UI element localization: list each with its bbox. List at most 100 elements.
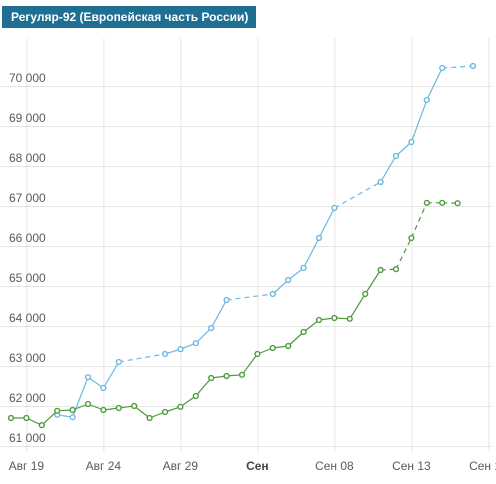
series-lines xyxy=(7,62,477,429)
series-1-segment xyxy=(195,377,212,397)
x-axis-labels: Авг 19 Авг 24 Авг 29 Сен Сен 08 Сен 13 Сен 18 xyxy=(9,459,496,473)
x-tick-label: Авг 29 xyxy=(163,459,199,473)
series-0-point[interactable] xyxy=(223,296,230,304)
series-1-point[interactable] xyxy=(362,290,369,298)
series-0-point[interactable] xyxy=(408,138,415,146)
series-1-segment xyxy=(395,237,412,270)
series-0-point[interactable] xyxy=(84,374,92,381)
y-tick-label: 62 000 xyxy=(9,391,46,405)
chart-title: Регуляр-92 (Европейская часть России) xyxy=(2,6,257,28)
series-1-point[interactable] xyxy=(223,372,230,380)
series-1-segment xyxy=(349,293,366,320)
series-1-point[interactable] xyxy=(238,371,246,378)
series-0-segment xyxy=(426,67,443,101)
series-1-point[interactable] xyxy=(331,314,338,322)
series-0-segment xyxy=(334,181,381,209)
series-1-segment xyxy=(41,410,58,426)
x-tick-label: Сен 18 xyxy=(469,459,496,473)
series-1-point[interactable] xyxy=(315,316,323,324)
series-1-point[interactable] xyxy=(84,400,92,408)
series-1-point[interactable] xyxy=(54,407,61,414)
series-1-segment xyxy=(180,395,197,408)
series-0-point[interactable] xyxy=(115,358,122,366)
series-1-point[interactable] xyxy=(408,234,415,242)
y-tick-label: 69 000 xyxy=(9,111,46,125)
series-1-segment xyxy=(410,202,428,239)
series-0-point[interactable] xyxy=(300,264,307,272)
series-1-point[interactable] xyxy=(7,414,15,422)
series-0-segment xyxy=(195,327,212,344)
series-1-segment xyxy=(364,269,382,295)
series-0-point[interactable] xyxy=(285,276,292,284)
x-tick-label: Сен 13 xyxy=(392,459,431,473)
series-1-point[interactable] xyxy=(69,406,76,414)
y-tick-label: 68 000 xyxy=(9,151,46,165)
x-tick-label: Авг 24 xyxy=(86,459,122,473)
series-1-point[interactable] xyxy=(392,266,400,273)
series-1-point[interactable] xyxy=(254,350,261,358)
series-0-point[interactable] xyxy=(69,414,76,421)
series-0 xyxy=(54,62,477,421)
series-0-segment xyxy=(410,99,428,143)
series-0-segment xyxy=(118,353,166,363)
series-0-segment xyxy=(303,237,320,269)
series-0-point[interactable] xyxy=(315,234,323,242)
series-0-point[interactable] xyxy=(331,204,338,212)
series-0-segment xyxy=(210,299,228,329)
series-1-segment xyxy=(133,405,150,419)
series-1-point[interactable] xyxy=(300,328,307,336)
series-1-point[interactable] xyxy=(38,422,45,429)
series-0-point[interactable] xyxy=(100,384,107,392)
y-tick-label: 65 000 xyxy=(9,271,46,285)
series-0-segment xyxy=(272,279,289,295)
series-0-point[interactable] xyxy=(423,96,430,104)
y-tick-label: 66 000 xyxy=(9,231,46,245)
series-1-point[interactable] xyxy=(100,406,107,414)
series-1 xyxy=(7,199,461,429)
series-0-point[interactable] xyxy=(377,178,384,186)
series-0-segment xyxy=(102,361,120,389)
series-0-point[interactable] xyxy=(269,290,276,298)
series-0-point[interactable] xyxy=(208,324,215,332)
series-0-segment xyxy=(318,207,335,239)
series-0-segment xyxy=(287,267,304,281)
y-tick-label: 61 000 xyxy=(9,431,46,445)
y-tick-label: 67 000 xyxy=(9,191,46,205)
series-0-point[interactable] xyxy=(392,152,400,160)
series-1-point[interactable] xyxy=(161,408,169,416)
x-tick-label: Авг 19 xyxy=(9,459,45,473)
series-0-point[interactable] xyxy=(192,340,199,347)
y-axis-labels: 61 000 62 000 63 000 64 000 65 000 66 000 67 0… xyxy=(9,71,46,445)
series-1-point[interactable] xyxy=(439,199,446,206)
series-0-segment xyxy=(87,376,104,389)
series-0-segment xyxy=(380,155,397,183)
series-1-point[interactable] xyxy=(23,414,30,422)
series-1-point[interactable] xyxy=(454,200,461,207)
series-0-point[interactable] xyxy=(439,64,446,72)
series-1-point[interactable] xyxy=(131,402,138,410)
series-1-point[interactable] xyxy=(423,199,430,206)
y-tick-label: 64 000 xyxy=(9,311,46,325)
grid-lines xyxy=(0,38,492,452)
series-1-point[interactable] xyxy=(192,392,199,400)
series-1-point[interactable] xyxy=(146,414,153,422)
y-tick-label: 63 000 xyxy=(9,351,46,365)
series-0-point[interactable] xyxy=(161,350,169,358)
series-1-point[interactable] xyxy=(115,404,122,412)
series-1-point[interactable] xyxy=(377,266,384,274)
series-1-point[interactable] xyxy=(177,403,184,410)
series-0-segment xyxy=(226,293,273,301)
series-0-segment xyxy=(442,65,474,69)
x-tick-label: Сен xyxy=(246,459,269,473)
series-1-point[interactable] xyxy=(208,374,215,382)
series-1-segment xyxy=(287,331,305,347)
series-1-segment xyxy=(241,353,258,376)
series-0-point[interactable] xyxy=(469,62,477,70)
series-1-point[interactable] xyxy=(346,315,353,322)
series-1-segment xyxy=(303,319,320,333)
series-0-point[interactable] xyxy=(177,346,184,353)
series-1-point[interactable] xyxy=(269,344,276,352)
y-tick-label: 70 000 xyxy=(9,71,46,85)
series-1-point[interactable] xyxy=(285,342,292,350)
